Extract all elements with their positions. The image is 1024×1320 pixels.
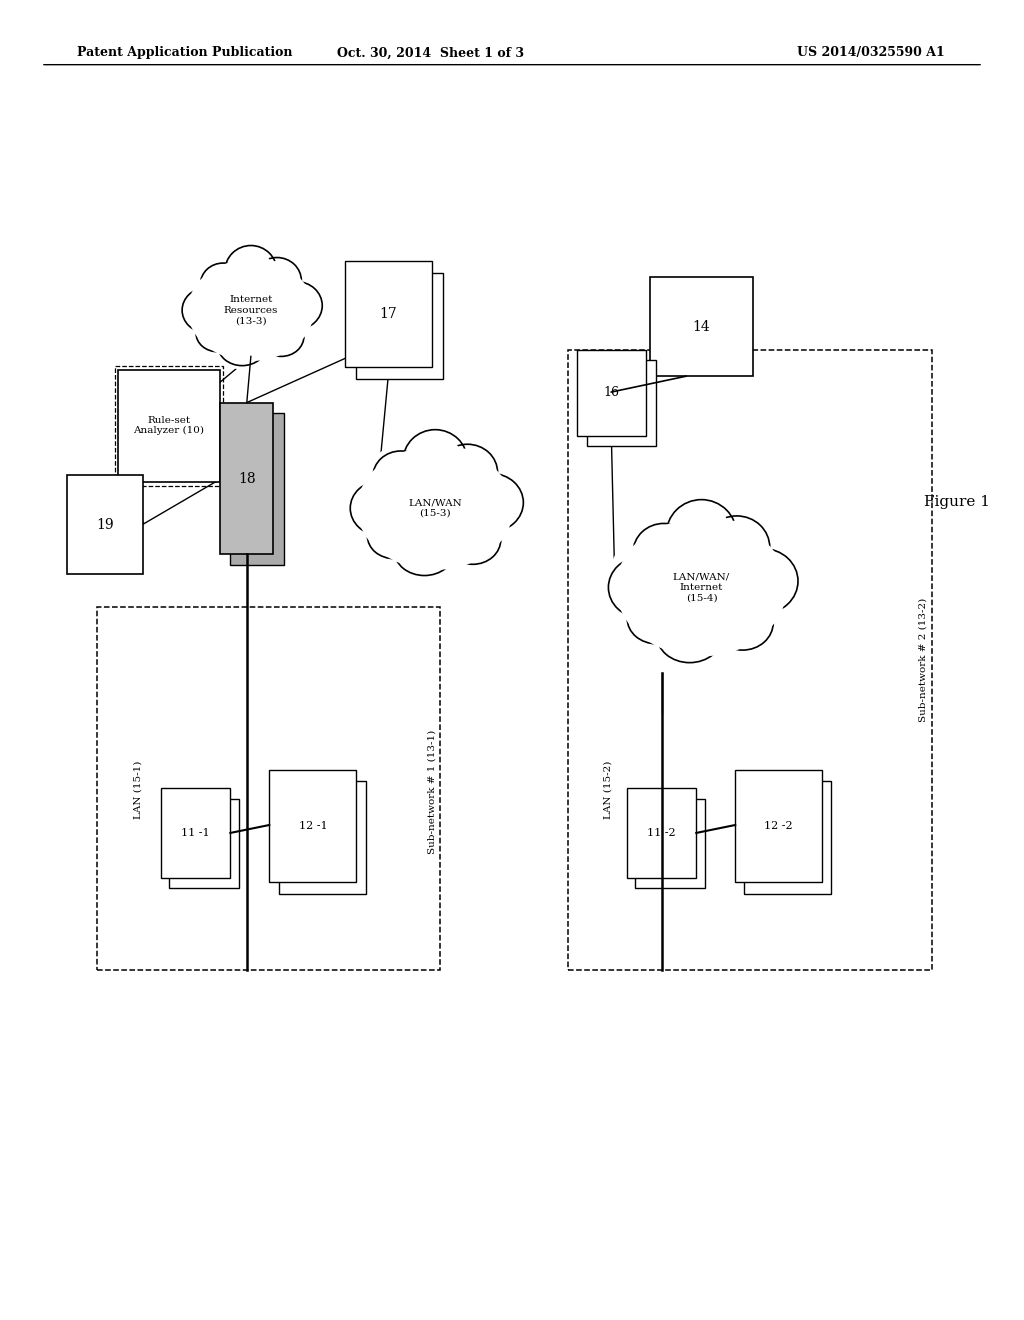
Bar — [279, 781, 366, 894]
Ellipse shape — [703, 516, 770, 578]
Bar — [115, 366, 223, 486]
Text: 14: 14 — [692, 319, 711, 334]
Ellipse shape — [377, 455, 425, 499]
Ellipse shape — [408, 434, 463, 488]
Text: US 2014/0325590 A1: US 2014/0325590 A1 — [797, 46, 944, 59]
Ellipse shape — [354, 486, 403, 531]
Bar — [97, 607, 440, 970]
Ellipse shape — [633, 524, 694, 581]
Ellipse shape — [349, 436, 521, 581]
Bar — [161, 788, 230, 878]
Text: Internet
Resources
(13-3): Internet Resources (13-3) — [223, 296, 279, 325]
Bar — [627, 788, 696, 878]
Ellipse shape — [196, 314, 240, 351]
Bar — [345, 261, 432, 367]
Ellipse shape — [732, 553, 793, 609]
Bar — [744, 781, 831, 894]
Bar — [735, 770, 822, 882]
Text: Figure 1: Figure 1 — [925, 495, 990, 508]
Ellipse shape — [225, 246, 276, 297]
Ellipse shape — [259, 315, 304, 356]
Ellipse shape — [181, 249, 321, 370]
Ellipse shape — [632, 598, 682, 640]
Bar — [577, 350, 646, 436]
Text: 12 -2: 12 -2 — [765, 821, 793, 830]
Bar — [220, 403, 273, 554]
Ellipse shape — [253, 257, 301, 304]
Ellipse shape — [672, 504, 731, 565]
Ellipse shape — [444, 515, 501, 565]
Ellipse shape — [667, 499, 737, 570]
Ellipse shape — [628, 594, 686, 644]
Bar — [587, 360, 656, 446]
Ellipse shape — [616, 519, 786, 656]
Text: LAN/WAN/
Internet
(15-4): LAN/WAN/ Internet (15-4) — [673, 573, 730, 602]
Text: Sub-network # 2 (13-2): Sub-network # 2 (13-2) — [919, 598, 927, 722]
Ellipse shape — [399, 529, 450, 572]
Ellipse shape — [394, 527, 455, 576]
Ellipse shape — [437, 445, 498, 500]
Ellipse shape — [712, 595, 773, 649]
Bar — [230, 413, 284, 565]
Bar — [67, 475, 143, 574]
Text: Rule-set
Analyzer (10): Rule-set Analyzer (10) — [133, 416, 205, 436]
Ellipse shape — [200, 318, 237, 348]
Ellipse shape — [270, 281, 323, 330]
Ellipse shape — [218, 325, 266, 366]
Text: 17: 17 — [380, 308, 397, 321]
Ellipse shape — [373, 451, 429, 503]
Text: LAN (15-1): LAN (15-1) — [134, 760, 142, 818]
Ellipse shape — [262, 319, 301, 354]
Ellipse shape — [187, 259, 314, 360]
Ellipse shape — [350, 482, 409, 535]
Ellipse shape — [607, 506, 796, 669]
Bar — [118, 370, 220, 482]
Bar — [650, 277, 753, 376]
Ellipse shape — [464, 478, 518, 528]
Ellipse shape — [185, 292, 225, 329]
Text: LAN (15-2): LAN (15-2) — [604, 760, 612, 818]
Ellipse shape — [608, 557, 672, 618]
Text: 16: 16 — [603, 387, 620, 399]
Bar — [635, 799, 705, 888]
Ellipse shape — [613, 562, 668, 612]
Ellipse shape — [256, 261, 298, 300]
Ellipse shape — [662, 611, 718, 659]
Bar — [269, 770, 356, 882]
Ellipse shape — [201, 263, 246, 305]
Ellipse shape — [638, 528, 690, 577]
Text: 12 -1: 12 -1 — [299, 821, 327, 830]
Ellipse shape — [182, 288, 229, 333]
Ellipse shape — [709, 520, 765, 574]
Bar — [356, 273, 443, 379]
Ellipse shape — [368, 513, 421, 558]
Text: 18: 18 — [238, 471, 256, 486]
Ellipse shape — [450, 519, 497, 561]
Ellipse shape — [372, 517, 417, 556]
Bar — [169, 799, 239, 888]
Ellipse shape — [442, 449, 493, 496]
Ellipse shape — [357, 446, 513, 570]
Ellipse shape — [274, 285, 318, 326]
Text: 19: 19 — [96, 517, 114, 532]
Ellipse shape — [221, 329, 263, 363]
Text: 11 -1: 11 -1 — [181, 828, 210, 838]
Ellipse shape — [402, 430, 468, 492]
Ellipse shape — [656, 607, 723, 663]
Text: 11 -2: 11 -2 — [647, 828, 676, 838]
Bar — [568, 350, 932, 970]
Text: Patent Application Publication: Patent Application Publication — [77, 46, 292, 59]
Text: Sub-network # 1 (13-1): Sub-network # 1 (13-1) — [428, 730, 436, 854]
Ellipse shape — [727, 549, 798, 614]
Ellipse shape — [459, 474, 523, 532]
Ellipse shape — [204, 267, 243, 302]
Ellipse shape — [228, 249, 273, 293]
Ellipse shape — [717, 599, 769, 645]
Text: Oct. 30, 2014  Sheet 1 of 3: Oct. 30, 2014 Sheet 1 of 3 — [337, 46, 523, 59]
Text: LAN/WAN
(15-3): LAN/WAN (15-3) — [409, 499, 462, 517]
